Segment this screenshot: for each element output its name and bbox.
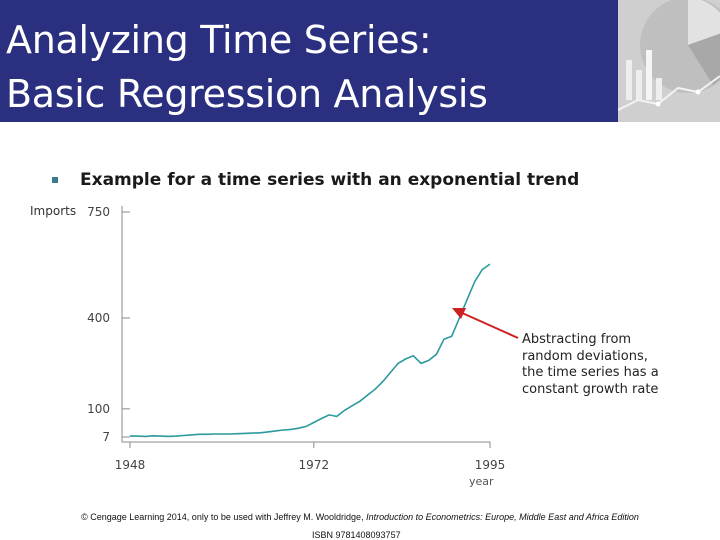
bullet-marker [52,177,58,183]
imports-chart: Imports year 7 100 400 750 1948 1972 1995 [30,204,519,488]
decorative-chart-icon [618,0,720,122]
footer-prefix: © Cengage Learning 2014, only to be used… [81,512,364,522]
axis-lines [121,206,490,443]
x-tick-label: 1995 [475,458,506,472]
y-axis-label: Imports [30,204,76,218]
x-tick-label: 1972 [299,458,330,472]
slide-title-line2: Basic Regression Analysis [6,72,488,116]
footer-isbn: ISBN 9781408093757 [312,530,401,540]
footer-book-title: Introduction to Econometrics: Europe, Mi… [366,512,639,522]
bullet-text: Example for a time series with an expone… [80,170,580,190]
decorative-image [618,0,720,122]
y-tick-label: 400 [87,311,110,325]
x-axis-label: year [469,475,494,488]
series-line [130,263,491,438]
y-tick-label: 100 [87,402,110,416]
title-bar: Analyzing Time Series: Basic Regression … [0,0,618,122]
annotation-arrow [452,308,519,339]
y-tick-label: 750 [87,205,110,219]
footer-copyright: © Cengage Learning 2014, only to be used… [0,512,720,522]
slide-title-line1: Analyzing Time Series: [6,18,432,62]
x-tick-label: 1948 [115,458,146,472]
annotation-text: Abstracting from random deviations, the … [522,332,659,397]
y-tick-label: 7 [102,430,110,444]
